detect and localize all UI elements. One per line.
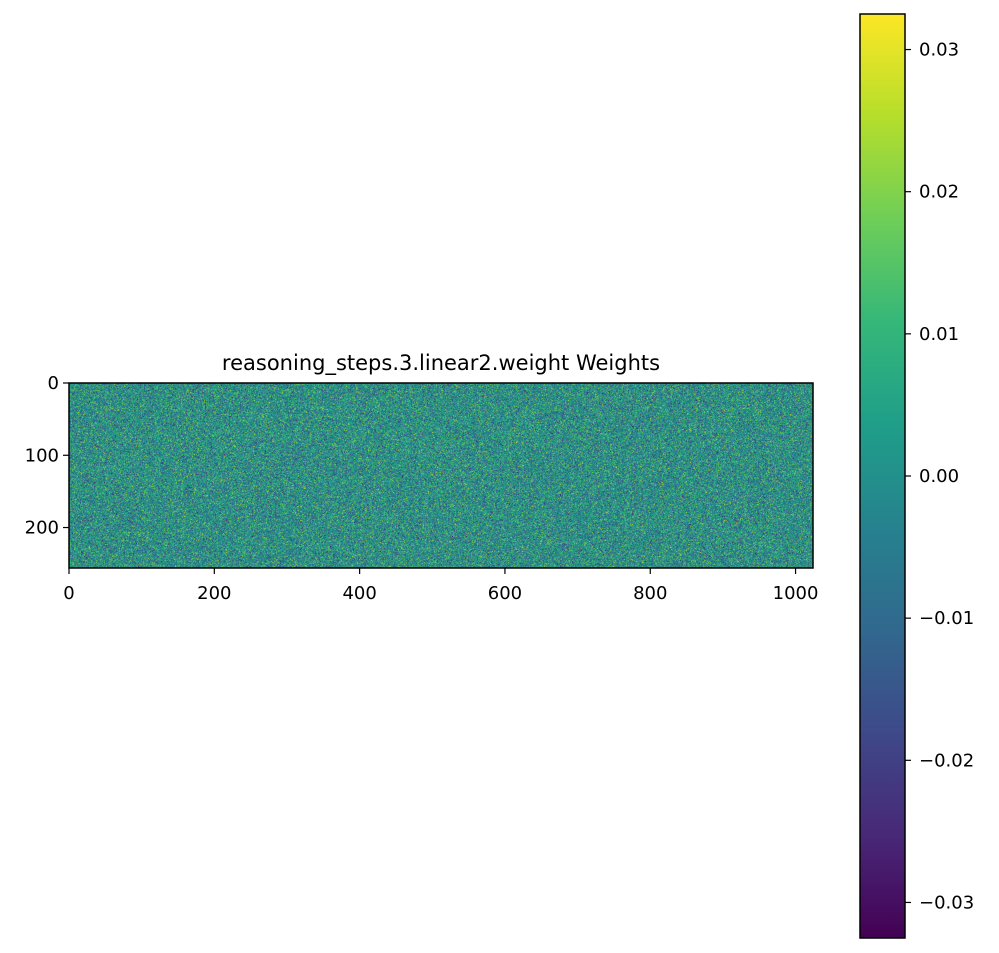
- colorbar-tick-label: 0.03: [919, 40, 959, 61]
- heatmap-frame: [68, 382, 814, 569]
- colorbar: −0.03 −0.02 −0.01 0.00 0.01 0.02 0.03: [859, 13, 974, 939]
- x-tick-label: 600: [488, 583, 522, 604]
- colorbar-tick-label: 0.01: [919, 324, 959, 345]
- y-tick-label: 100: [25, 445, 59, 466]
- heatmap: [68, 382, 814, 569]
- colorbar-tick-label: −0.02: [919, 750, 974, 771]
- colorbar-tick-label: 0.02: [919, 182, 959, 203]
- x-tick-label: 0: [63, 583, 74, 604]
- heatmap-image: [69, 383, 813, 568]
- x-tick-label: 800: [633, 583, 667, 604]
- y-tick-label: 0: [48, 373, 59, 394]
- x-tick-label: 400: [342, 583, 376, 604]
- colorbar-axis: −0.03 −0.02 −0.01 0.00 0.01 0.02 0.03: [905, 40, 974, 913]
- x-axis: 0 200 400 600 800 1000: [63, 568, 818, 604]
- colorbar-tick-label: −0.03: [919, 892, 974, 913]
- x-tick-label: 200: [197, 583, 231, 604]
- chart-title: reasoning_steps.3.linear2.weight Weights: [222, 351, 660, 376]
- colorbar-tick-label: 0.00: [919, 466, 959, 487]
- x-tick-label: 1000: [773, 583, 819, 604]
- y-tick-label: 200: [25, 518, 59, 539]
- colorbar-gradient: [860, 14, 905, 938]
- y-axis: 0 100 200: [25, 373, 69, 539]
- colorbar-tick-label: −0.01: [919, 608, 974, 629]
